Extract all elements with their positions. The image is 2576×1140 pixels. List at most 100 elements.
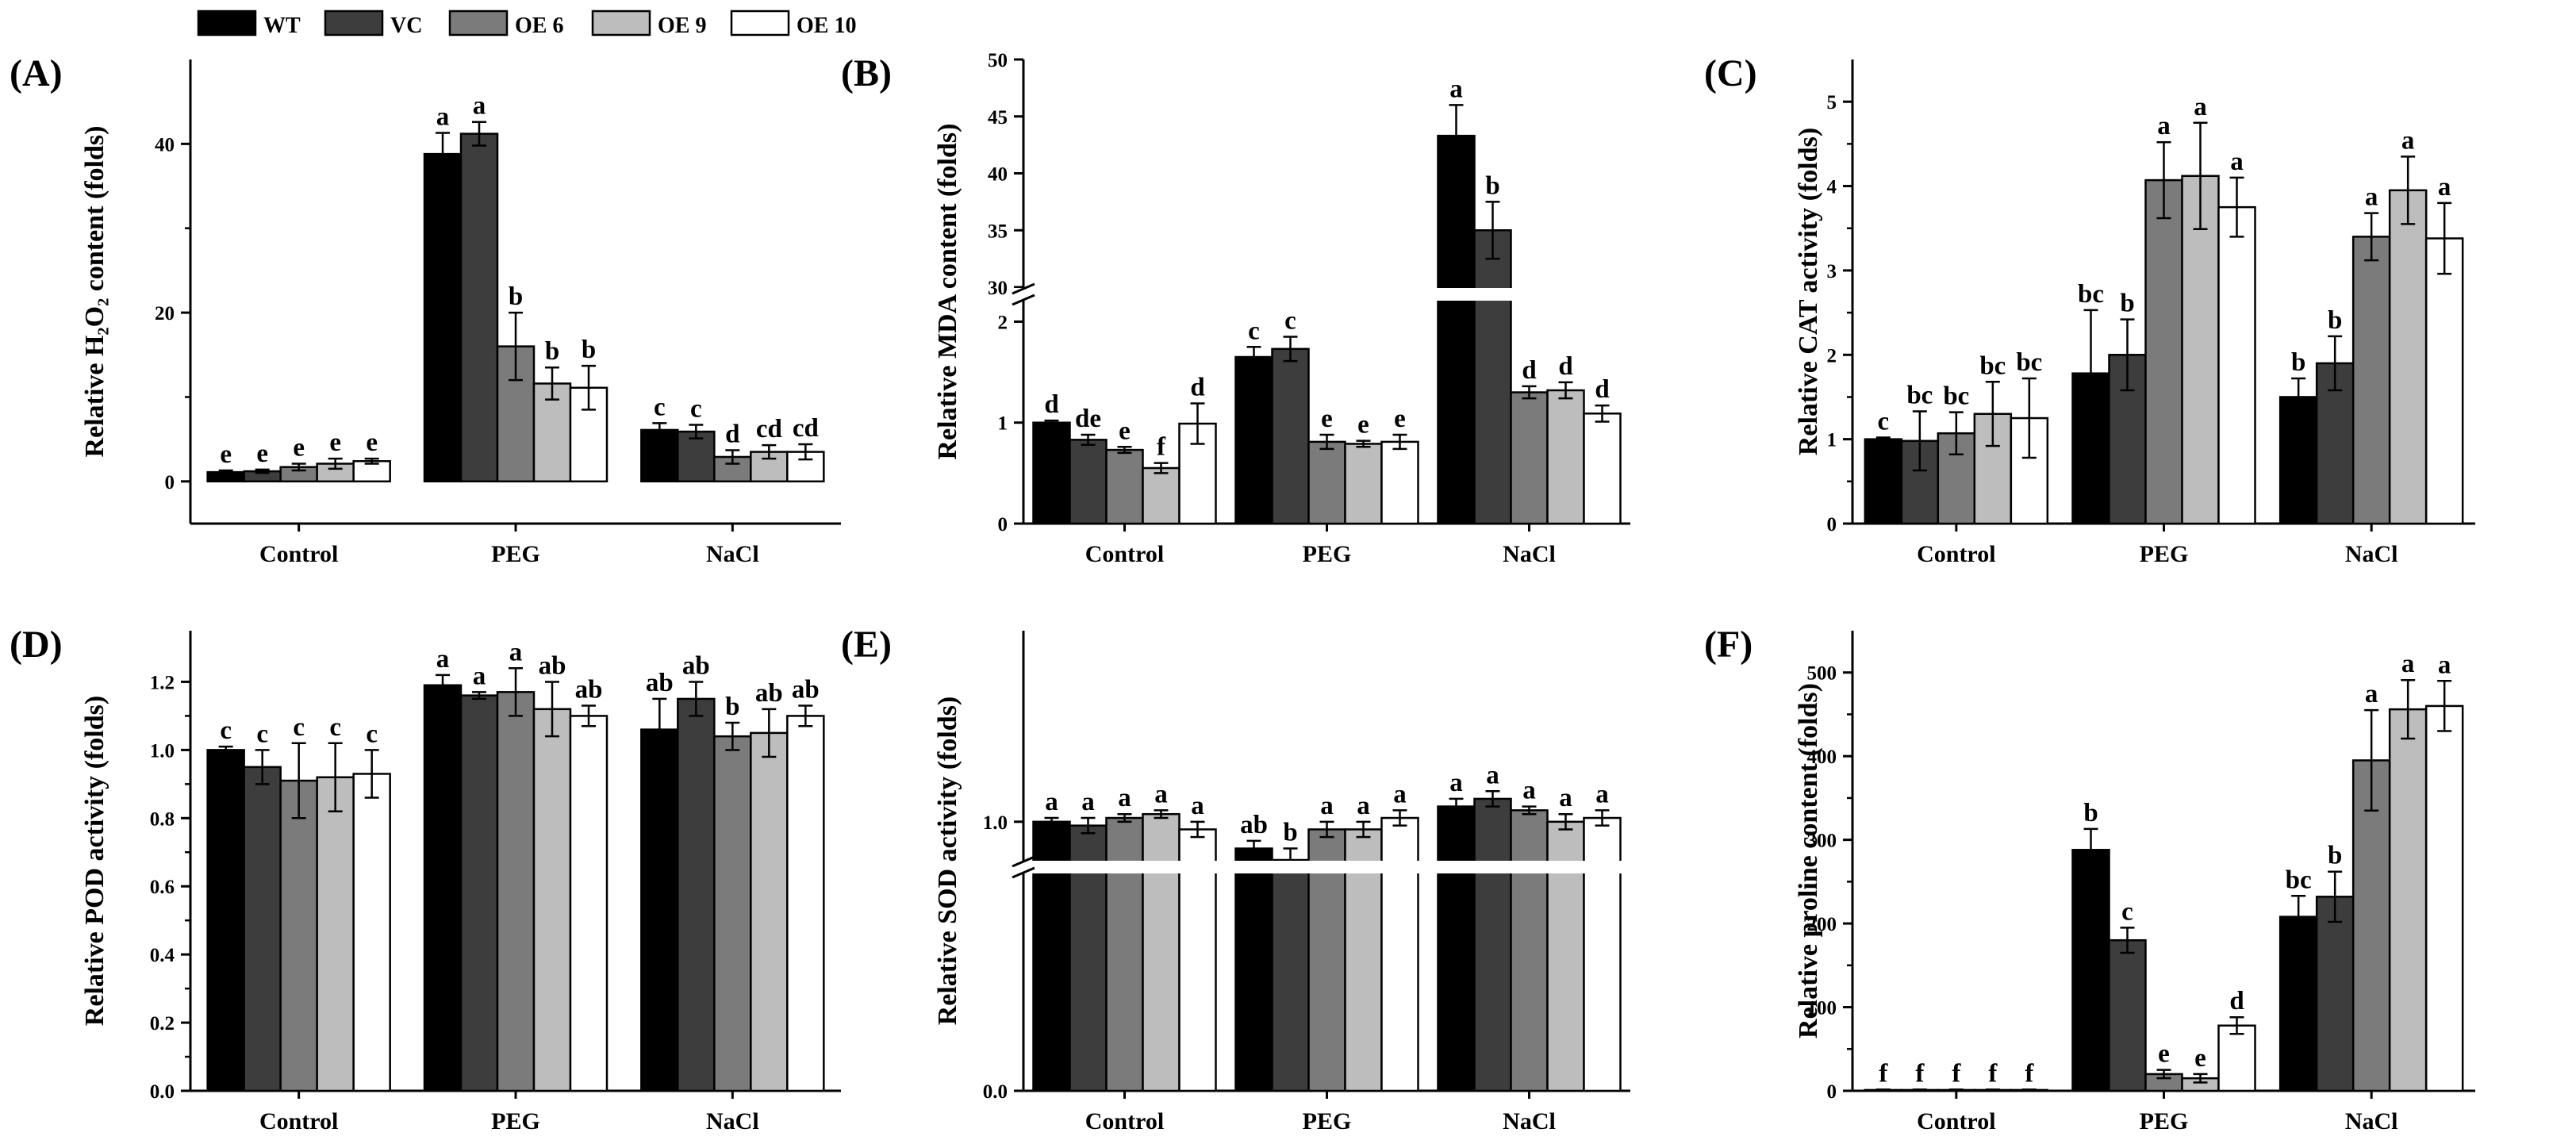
significance-letter: b [1485,171,1499,200]
significance-letter: f [1952,1059,1961,1088]
bar-oe6 [1307,440,1346,525]
significance-letter: b [582,336,596,364]
significance-letter: c [329,713,341,742]
significance-letter: ab [792,676,820,704]
bar-oe10 [569,715,608,1092]
legend-label-4: OE 10 [797,13,856,38]
significance-letter: a [1449,75,1463,103]
significance-letter: d [1558,352,1572,381]
significance-letter: b [2328,842,2342,870]
significance-letter: a [1522,777,1536,805]
y-tick-label: 2 [1827,345,1837,367]
bar-vc [1271,858,1310,1092]
significance-letter: b [509,282,523,311]
significance-letter: cd [793,414,819,443]
significance-letter: e [2158,1040,2170,1069]
y-tick-label: 30 [988,278,1008,299]
y-tick-label: 3 [1827,261,1837,282]
significance-letter: a [436,645,450,674]
x-tick-label: PEG [1303,1108,1352,1134]
significance-letter: a [2401,650,2415,678]
significance-letter: a [1154,780,1168,808]
significance-letter: e [329,428,341,457]
significance-letter: a [2438,173,2451,202]
axis-break-mark [1012,294,1035,306]
significance-letter: a [2194,93,2207,121]
axis-break-mark [1012,855,1035,868]
y-tick-label: 200 [1807,914,1837,935]
bar-wt [640,428,679,483]
legend-swatch-3 [591,10,651,36]
significance-letter: a [1486,761,1499,789]
significance-letter: ab [1240,811,1268,839]
y-axis-label: Relative H₂O₂ content (folds) [80,126,109,458]
bar-wt [1234,847,1273,1092]
significance-letter: c [256,720,268,748]
bar-vc [2108,938,2147,1092]
x-tick-label: Control [1085,1108,1164,1134]
significance-letter: a [1081,788,1095,816]
y-tick-label: 0.0 [150,1081,175,1103]
legend-label-3: OE 9 [658,13,706,38]
y-tick-label: 0.8 [150,808,175,830]
significance-letter: c [654,393,666,421]
significance-letter: ab [755,679,783,708]
y-tick-label: 1 [1827,430,1837,451]
bar-oe6 [1510,809,1549,1092]
legend-label-1: VC [390,13,422,38]
bar-wt [1437,134,1476,525]
axis-break-gap [1012,861,1630,873]
bar-wt [1032,421,1071,525]
x-tick-label: PEG [2140,541,2189,567]
bar-oe10 [2424,237,2464,525]
significance-letter: c [293,713,305,742]
x-tick-label: Control [1917,541,1995,567]
y-tick-label: 35 [988,221,1008,242]
bar-oe9 [750,731,789,1092]
significance-letter: ab [682,651,710,680]
bar-wt [640,728,679,1092]
bar-oe6 [496,691,536,1092]
significance-letter: b [545,337,559,366]
significance-letter: d [2229,987,2244,1015]
bar-oe9 [1142,466,1181,525]
bar-wt [2278,915,2318,1092]
x-tick-label: NaCl [706,1108,759,1134]
bar-wt [206,749,245,1092]
significance-letter: a [473,662,486,690]
y-tick-label: 0.4 [150,945,175,966]
bar-oe9 [1344,443,1383,525]
bar-oe9 [1546,389,1585,525]
bar-wt [423,152,463,483]
significance-letter: bc [1906,382,1933,410]
x-tick-label: Control [259,541,338,567]
axis-break-mark [1012,866,1035,879]
significance-letter: a [509,638,523,666]
legend-swatch-2 [448,10,509,36]
bar-vc [243,766,282,1092]
legend: WT VC OE 6 OE 9 OE 10 [197,10,856,38]
bar-vc [1271,347,1310,525]
significance-letter: e [1357,411,1369,439]
bar-wt [2071,849,2110,1092]
y-tick-label: 45 [988,107,1008,129]
panel-label: (B) [841,52,892,94]
x-tick-label: NaCl [2345,541,2398,567]
y-tick-label: 2 [998,312,1008,333]
bar-wt [1437,805,1476,1092]
y-tick-label: 1.2 [150,672,175,693]
y-tick-label: 1.0 [150,740,175,762]
y-tick-label: 400 [1807,747,1837,768]
y-tick-label: 20 [155,303,175,324]
x-tick-label: NaCl [706,541,759,567]
bar-wt [1864,438,1903,525]
significance-letter: bc [1943,382,1969,411]
significance-letter: c [1284,307,1296,336]
significance-letter: b [2120,290,2134,318]
significance-letter: e [2194,1044,2206,1073]
legend-label-0: WT [263,13,301,38]
y-tick-label: 0 [1827,1081,1837,1103]
bar-vc [1473,229,1512,525]
significance-letter: f [1879,1059,1888,1088]
significance-letter: c [2121,897,2133,926]
